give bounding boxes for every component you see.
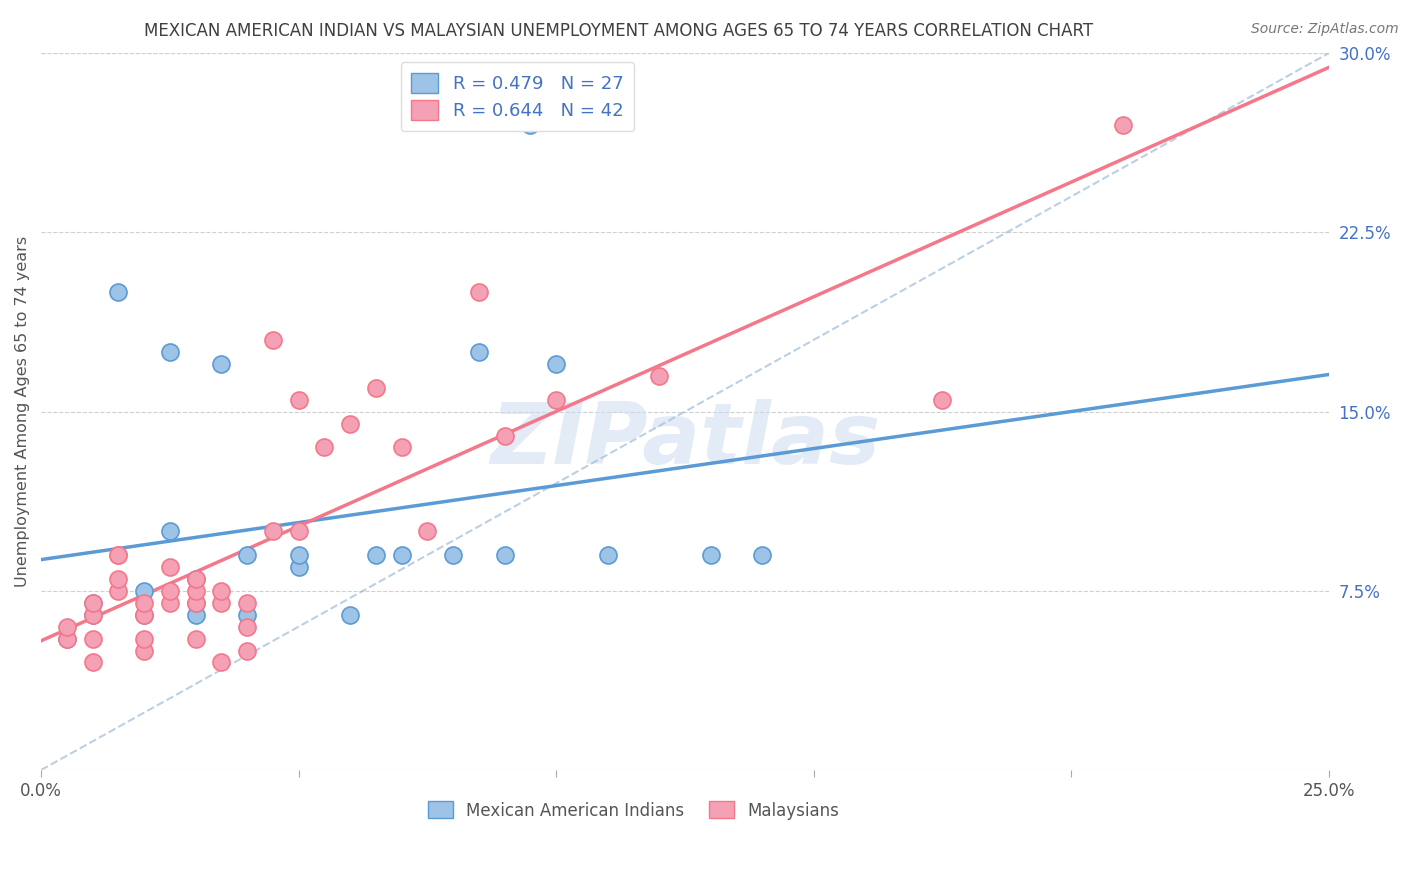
Point xyxy=(339,607,361,622)
Point xyxy=(159,344,181,359)
Point xyxy=(236,620,259,634)
Point xyxy=(391,441,413,455)
Point xyxy=(546,357,568,371)
Point xyxy=(287,560,309,574)
Point xyxy=(494,428,516,442)
Point xyxy=(132,596,155,610)
Point xyxy=(287,392,309,407)
Point xyxy=(416,524,439,538)
Point xyxy=(209,583,232,598)
Point xyxy=(262,524,284,538)
Point xyxy=(648,368,671,383)
Point xyxy=(751,548,773,562)
Point xyxy=(184,596,207,610)
Point xyxy=(494,548,516,562)
Point xyxy=(159,524,181,538)
Point xyxy=(159,596,181,610)
Point xyxy=(56,632,79,646)
Point xyxy=(236,596,259,610)
Point xyxy=(209,357,232,371)
Point xyxy=(56,632,79,646)
Point xyxy=(287,524,309,538)
Point xyxy=(468,285,491,300)
Point xyxy=(1111,118,1133,132)
Point xyxy=(82,656,104,670)
Point xyxy=(82,596,104,610)
Point xyxy=(132,632,155,646)
Point xyxy=(364,548,387,562)
Legend: Mexican American Indians, Malaysians: Mexican American Indians, Malaysians xyxy=(420,795,846,826)
Point xyxy=(287,548,309,562)
Point xyxy=(184,572,207,586)
Point xyxy=(159,560,181,574)
Point xyxy=(107,572,129,586)
Point xyxy=(236,548,259,562)
Point xyxy=(184,572,207,586)
Text: ZIPatlas: ZIPatlas xyxy=(489,399,880,482)
Point xyxy=(82,596,104,610)
Point xyxy=(931,392,953,407)
Point xyxy=(132,607,155,622)
Point xyxy=(596,548,619,562)
Point xyxy=(132,643,155,657)
Point xyxy=(339,417,361,431)
Point xyxy=(209,656,232,670)
Text: Source: ZipAtlas.com: Source: ZipAtlas.com xyxy=(1251,22,1399,37)
Point xyxy=(184,596,207,610)
Point xyxy=(699,548,721,562)
Point xyxy=(132,607,155,622)
Point xyxy=(441,548,464,562)
Point xyxy=(82,632,104,646)
Point xyxy=(391,548,413,562)
Point xyxy=(82,607,104,622)
Point xyxy=(184,632,207,646)
Point xyxy=(236,643,259,657)
Point xyxy=(236,607,259,622)
Point xyxy=(56,620,79,634)
Point xyxy=(314,441,336,455)
Point xyxy=(132,583,155,598)
Point xyxy=(184,583,207,598)
Point xyxy=(546,392,568,407)
Point xyxy=(159,583,181,598)
Point xyxy=(364,381,387,395)
Point xyxy=(82,607,104,622)
Point xyxy=(107,548,129,562)
Point xyxy=(184,607,207,622)
Text: MEXICAN AMERICAN INDIAN VS MALAYSIAN UNEMPLOYMENT AMONG AGES 65 TO 74 YEARS CORR: MEXICAN AMERICAN INDIAN VS MALAYSIAN UNE… xyxy=(143,22,1094,40)
Point xyxy=(107,583,129,598)
Point xyxy=(468,344,491,359)
Point xyxy=(107,548,129,562)
Y-axis label: Unemployment Among Ages 65 to 74 years: Unemployment Among Ages 65 to 74 years xyxy=(15,236,30,587)
Point xyxy=(519,118,541,132)
Point xyxy=(107,285,129,300)
Point xyxy=(209,596,232,610)
Point xyxy=(262,333,284,347)
